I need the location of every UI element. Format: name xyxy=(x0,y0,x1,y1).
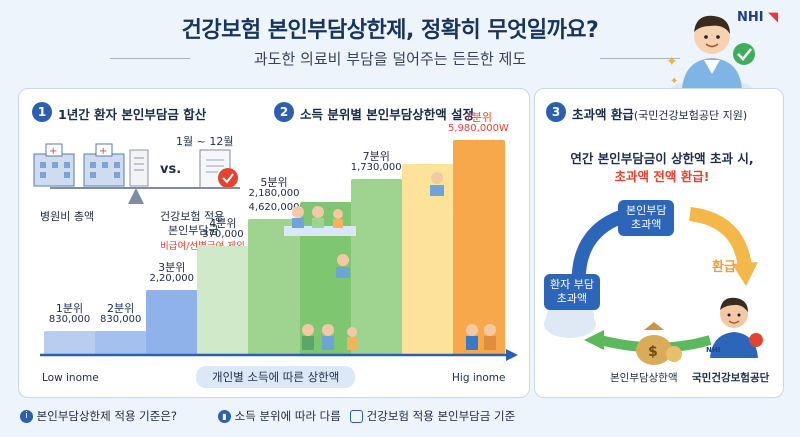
page-title: 건강보험 본인부담상한제, 정확히 무엇일까요? xyxy=(181,18,599,43)
hospital-icon: + + xyxy=(33,143,149,187)
svg-text:✦: ✦ xyxy=(666,54,678,70)
bar-chart-icon: ▮ xyxy=(218,410,231,423)
footer-item-basis: 건강보험 적용 본인부담금 기준 xyxy=(350,408,515,424)
patient-excess-label-1: 환자 부담 xyxy=(550,278,594,291)
step3-title: 초과액 환급 xyxy=(572,107,634,122)
income-bracket-bar xyxy=(452,140,505,355)
brand-text: NHI xyxy=(737,10,764,25)
insured-label-1: 건강보험 적용 xyxy=(160,210,225,223)
document-check-icon xyxy=(199,149,238,189)
step-number: 1 xyxy=(32,102,52,122)
footer-text-criteria: 본인부담상한제 적용 기준은? xyxy=(36,409,178,423)
step1-heading: 1년간 환자 본인부담금 합산 xyxy=(58,107,207,122)
svg-text:✦: ✦ xyxy=(670,76,678,87)
family-icon xyxy=(466,324,496,350)
step3-title-note: (국민건강보험공단 지원) xyxy=(633,109,748,122)
step2-heading: 소득 분위별 본인부담상한액 설정 xyxy=(300,107,475,122)
insured-label-2: 본인부담금 xyxy=(168,224,219,237)
hospital-total-label: 병원비 총액 xyxy=(40,210,95,223)
person-icon xyxy=(336,254,350,278)
step-number: 3 xyxy=(546,102,566,122)
bracket-value: 370,000 xyxy=(202,229,244,241)
agency-label: 국민건강보험공단 xyxy=(692,372,770,384)
income-bracket-bar xyxy=(401,163,454,355)
bracket-label: 7분위 xyxy=(362,149,390,163)
document-icon xyxy=(350,410,363,423)
agency-staff-icon xyxy=(710,297,763,358)
brand-mark-icon: ◥ xyxy=(768,10,779,25)
bracket-label: 2분위 xyxy=(107,301,135,315)
family-icon xyxy=(302,324,357,350)
footer-text-basis: 건강보험 적용 본인부담금 기준 xyxy=(366,409,516,423)
svg-text:+: + xyxy=(49,146,57,157)
divider xyxy=(600,58,680,59)
patient-excess-label-2: 초과액 xyxy=(556,292,588,305)
income-bracket-bar xyxy=(44,330,97,355)
bracket-value: 5,980,000W xyxy=(448,123,509,134)
income-axis-label: 개인별 소득에 따른 상한액 xyxy=(196,366,356,388)
high-income-label: Hig inome xyxy=(452,372,506,384)
bracket-value: 1,730,000 xyxy=(350,161,402,173)
bracket-value: 2,180,000 xyxy=(248,187,300,199)
footer-item-criteria: i 본인부담상한제 적용 기준은? xyxy=(20,408,177,424)
bracket-value: 2,20,000 xyxy=(149,273,195,285)
info-icon: i xyxy=(20,410,33,423)
bracket-label: 1분위 xyxy=(55,301,84,315)
bracket-label: 7분위 xyxy=(464,111,493,124)
bracket-label: 3분위 xyxy=(158,261,186,275)
vs-label: vs. xyxy=(160,162,182,177)
excess-label-2: 초과액 xyxy=(631,218,662,231)
income-bracket-bar xyxy=(146,290,199,355)
step3-heading: 초과액 환급(국민건강보험공단 지원) xyxy=(572,104,747,123)
bracket-value: 830,000 xyxy=(99,313,142,325)
refund-label: 환급 xyxy=(712,260,736,275)
period-label: 1월 ~ 12월 xyxy=(176,135,234,148)
page-subtitle: 과도한 의료비 부담을 덜어주는 든든한 제도 xyxy=(253,50,527,68)
refund-condition: 연간 본인부담금이 상한액 초과 시, xyxy=(570,151,754,166)
family-icon xyxy=(284,206,356,236)
income-bracket-bar xyxy=(248,218,301,355)
divider xyxy=(110,58,190,59)
bracket-label: 4분위 xyxy=(209,217,237,231)
bracket-value: 830,000 xyxy=(48,313,91,325)
scale-icon xyxy=(50,187,240,204)
brand-logo: NHI ◥ xyxy=(737,10,778,25)
excess-label-1: 본인부담 xyxy=(626,204,667,217)
bracket-extra-value: 4,620,000 xyxy=(248,201,300,213)
svg-text:$: $ xyxy=(648,344,658,360)
income-bracket-bar xyxy=(95,330,148,355)
person-icon xyxy=(430,172,444,196)
money-bag-icon: $ xyxy=(636,322,682,365)
excess-box: 본인부담 초과액 xyxy=(618,200,675,236)
cap-amount-label: 본인부담상한액 xyxy=(610,372,678,384)
footer-item-income: ▮ 소득 분위에 따라 다름 xyxy=(218,408,341,424)
income-bracket-bar xyxy=(350,178,403,355)
refund-headline: 초과액 전액 환급! xyxy=(614,169,710,184)
low-income-label: Low inome xyxy=(42,372,99,384)
income-axis-arrow xyxy=(40,349,518,361)
income-bracket-chart: 1분위 830,000 2분위 830,000 3분위 2,20,000 4분위 370,00… xyxy=(44,111,509,360)
agency-badge: NHI xyxy=(706,346,721,354)
footer-text-income: 소득 분위에 따라 다름 xyxy=(234,409,341,423)
bracket-label: 5분위 xyxy=(260,175,288,189)
income-bracket-bar xyxy=(197,246,250,355)
step-number: 2 xyxy=(274,102,294,122)
patient-excess-box: 환자 부담 초과액 xyxy=(544,274,600,310)
svg-text:+: + xyxy=(99,146,107,157)
